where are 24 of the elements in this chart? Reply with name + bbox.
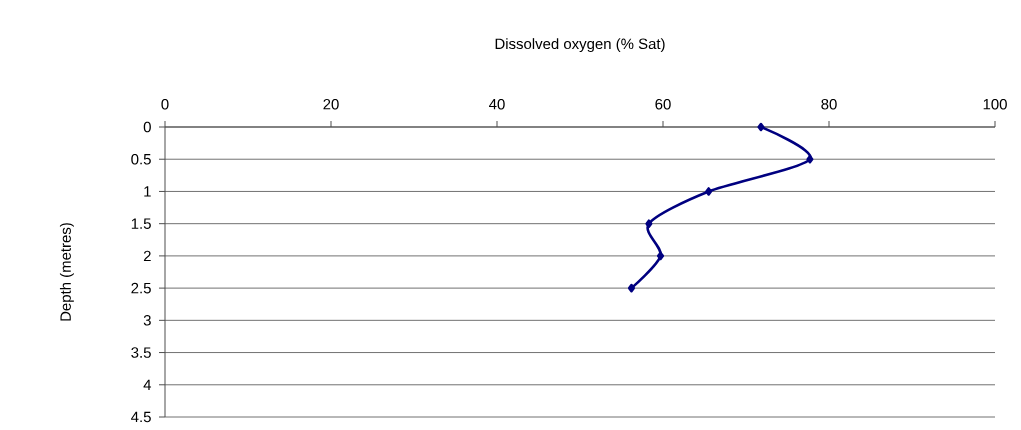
y-tick-label: 4 [143,379,152,390]
y-tick-label: 0 [143,121,151,133]
y-tick-label: 2 [143,250,151,262]
x-tick-label: 20 [323,98,339,110]
y-tick-label: 4.5 [131,411,151,423]
point [757,122,765,132]
x-tick-label: 100 [983,98,1007,110]
y-axis-title: Depth (metres) [59,223,74,321]
y-tick-label: 1 [144,186,151,197]
y-tick-label: 0.5 [131,153,151,165]
y-tick-label: 3 [143,315,151,326]
point [806,154,814,164]
x-axis-title: Dissolved oxygen (% Sat) [495,38,665,53]
point [705,187,713,196]
point [645,219,653,228]
x-tick-label: 60 [655,98,671,110]
x-tick-label: 0 [161,98,169,110]
x-tick-label: 40 [489,98,505,110]
y-tick-label: 2.5 [131,282,151,294]
x-tick-label: 80 [821,98,837,110]
point [656,251,665,261]
y-tick-label: 3.5 [131,347,151,358]
y-tick-label: 1.5 [131,218,151,229]
point [627,283,636,293]
